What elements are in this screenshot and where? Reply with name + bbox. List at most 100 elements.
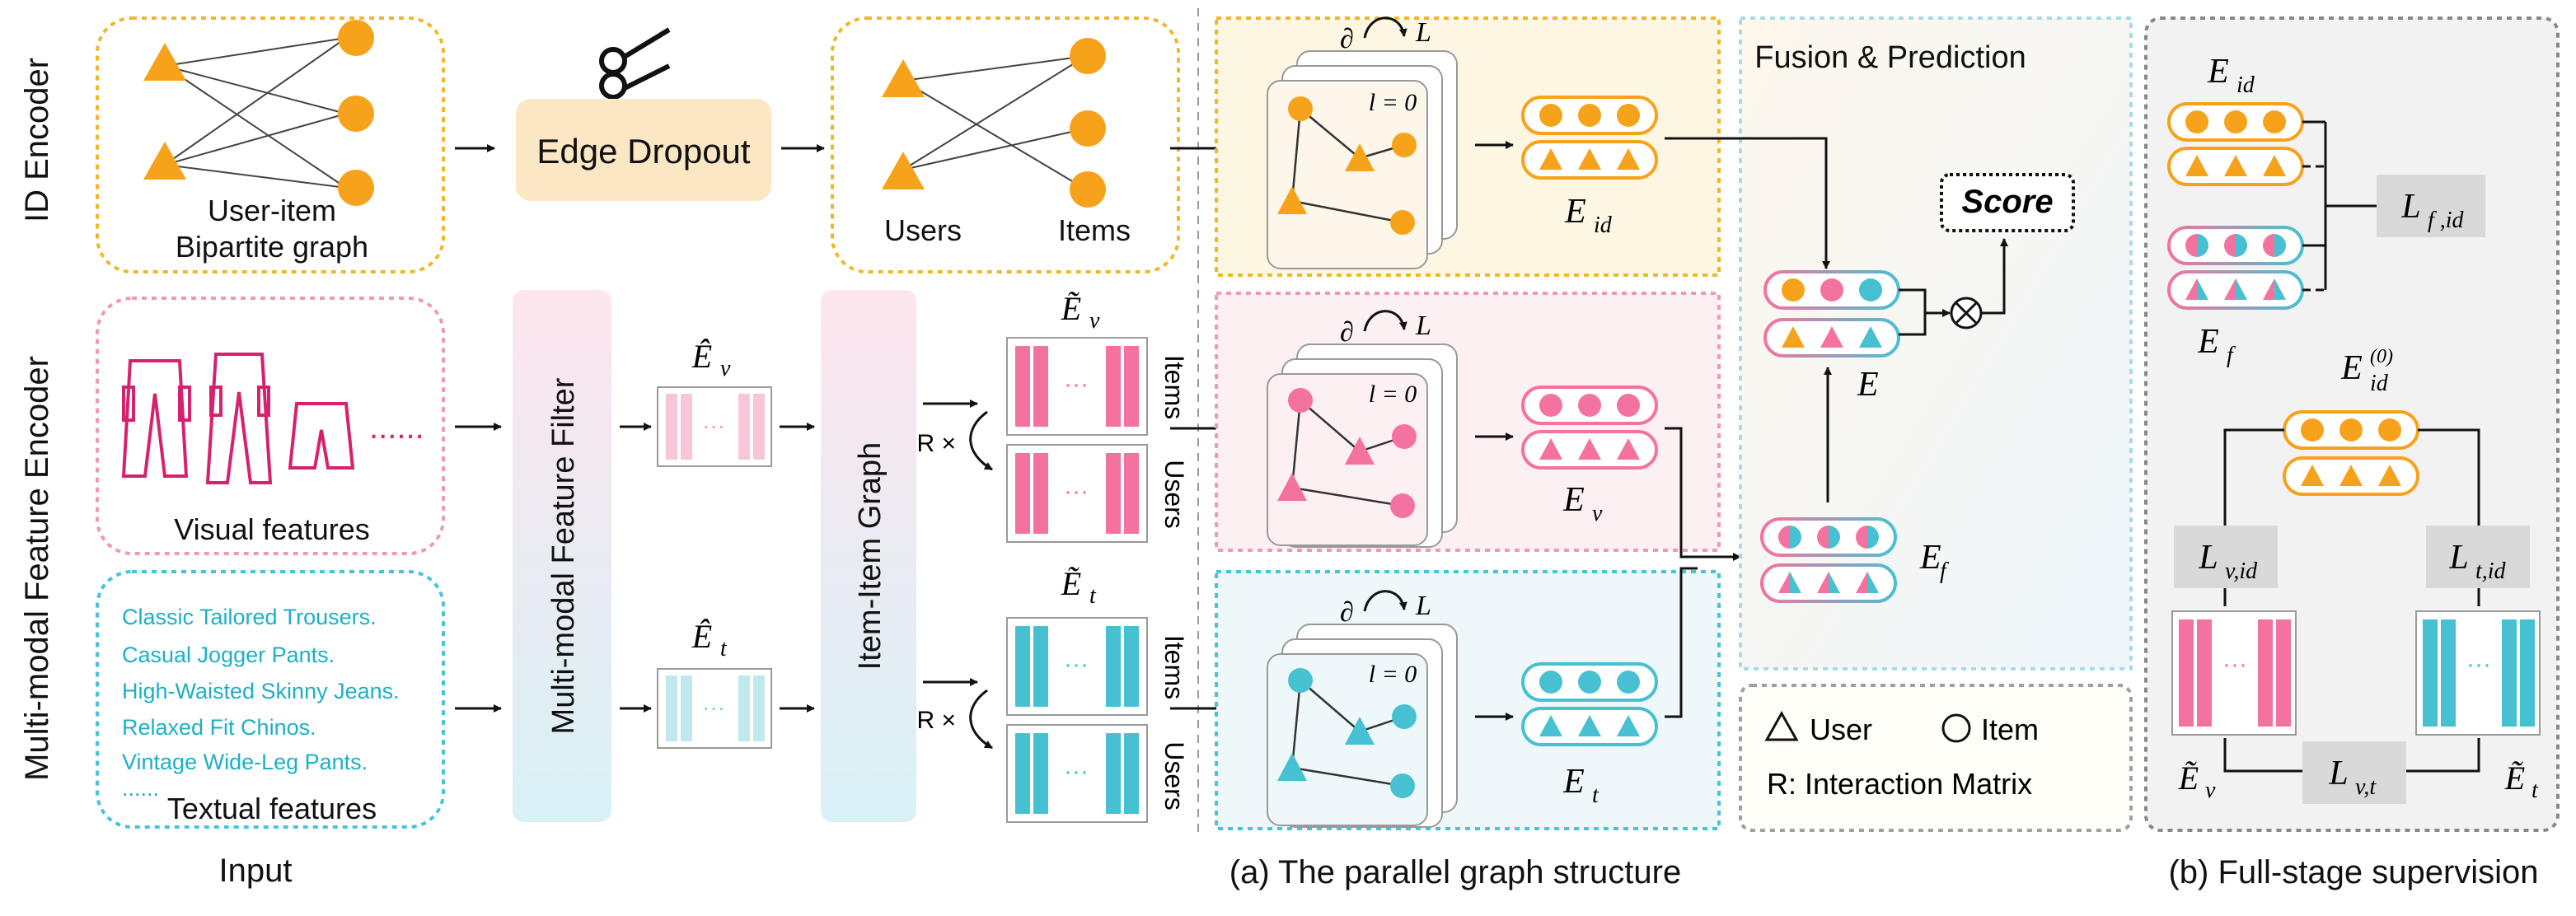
- svg-text:E: E: [1562, 763, 1585, 801]
- caption-a: (a) The parallel graph structure: [1229, 854, 1681, 890]
- svg-text:t: t: [1089, 583, 1097, 609]
- loss-v-id-sub: v,id: [2225, 558, 2258, 584]
- pruned-graph: [902, 55, 1087, 190]
- svg-text:v: v: [720, 356, 731, 381]
- E-t-embedding: E t: [1521, 662, 1658, 808]
- etilde-v-items-matrix: [1006, 337, 1148, 436]
- dots: ···: [1064, 478, 1089, 505]
- ehat-t-label: Ê t: [691, 618, 728, 661]
- edge-dropout-box: [516, 99, 771, 201]
- edge-dropout-label: Edge Dropout: [536, 132, 751, 171]
- text-line: Casual Jogger Pants.: [122, 643, 335, 667]
- text-line: Classic Tailored Trousers.: [122, 605, 377, 629]
- sup-E-id0: E id (0): [2283, 346, 2419, 496]
- loss-v-id-label: L: [2198, 539, 2218, 577]
- user-triangle-icon: [143, 142, 186, 180]
- E-f-embedding: E f: [1760, 517, 1949, 603]
- legend-item-label: Item: [1981, 713, 2039, 746]
- svg-text:l = 0: l = 0: [1369, 381, 1417, 408]
- item-circle-icon: [338, 170, 374, 206]
- sup-etilde-v-label: Ẽ v: [2178, 759, 2216, 803]
- svg-text:v: v: [1592, 501, 1603, 526]
- item-circle-icon: [1070, 110, 1106, 147]
- svg-text:f: f: [2227, 343, 2236, 368]
- svg-text:∂: ∂: [1340, 597, 1354, 628]
- score-box: [1940, 173, 2075, 232]
- items-side-label: Items: [1159, 355, 1189, 419]
- dots: ···: [1064, 651, 1089, 678]
- svg-text:Ẽ: Ẽ: [1061, 290, 1081, 327]
- sup-E-id: E id: [2167, 53, 2304, 186]
- item-item-graph-box: [821, 290, 916, 822]
- dots: ···: [2466, 651, 2491, 678]
- svg-text:id: id: [2236, 72, 2255, 98]
- dots: ···: [1064, 371, 1089, 398]
- text-line: High-Waisted Skinny Jeans.: [122, 679, 400, 703]
- loss-f-id-label: L: [2400, 188, 2420, 226]
- r-times-label-t: R ×: [916, 707, 956, 734]
- bipartite-graph: [164, 37, 347, 189]
- dots: ···: [702, 694, 725, 720]
- svg-text:Ê: Ê: [691, 338, 712, 375]
- bipartite-label: User-item: [208, 194, 336, 227]
- svg-text:E: E: [2207, 53, 2229, 91]
- etilde-v-label: Ẽ v: [1061, 290, 1100, 334]
- r-times-label-v: R ×: [916, 430, 956, 457]
- users-side-label: Users: [1159, 460, 1189, 529]
- loss-t-id-sub: t,id: [2475, 558, 2507, 584]
- etilde-t-users-matrix: [1006, 724, 1148, 823]
- svg-text:v: v: [2205, 778, 2216, 803]
- score-label: Score: [1961, 184, 2053, 220]
- item-circle-icon: [1070, 171, 1106, 208]
- user-triangle-icon: [882, 59, 925, 97]
- svg-text:∂: ∂: [1340, 24, 1354, 54]
- svg-text:E: E: [1857, 366, 1879, 404]
- shorts-icon: [288, 402, 355, 470]
- loss-v-t-box: [2302, 741, 2406, 804]
- gnn-stack-textual: ∂ L l = 0: [1267, 590, 1458, 828]
- svg-text:l = 0: l = 0: [1369, 661, 1417, 688]
- legend-panel: [1739, 684, 2133, 832]
- bipartite-label: Bipartite graph: [176, 230, 368, 264]
- svg-text:L: L: [1415, 311, 1431, 341]
- svg-text:E: E: [1564, 193, 1586, 231]
- svg-text:L: L: [1415, 17, 1431, 48]
- item-circle-icon: [338, 20, 374, 56]
- bipartite-graph-box: [96, 16, 445, 273]
- text-lines: Classic Tailored Trousers. Casual Jogger…: [122, 605, 400, 801]
- svg-text:Ẽ: Ẽ: [2504, 759, 2525, 797]
- svg-text:E: E: [2340, 349, 2363, 387]
- fusion-title: Fusion & Prediction: [1754, 40, 2026, 75]
- loss-t-id-label: L: [2448, 539, 2468, 577]
- E-v-embedding: E v: [1521, 386, 1658, 526]
- user-triangle-icon: [143, 43, 186, 81]
- row-label-mm-encoder: Multi-modal Feature Encoder: [19, 356, 55, 781]
- svg-text:id: id: [2370, 371, 2389, 396]
- pruned-graph-box: [831, 16, 1180, 273]
- text-line: ......: [122, 776, 159, 801]
- trousers-icons: [121, 353, 355, 484]
- legend-user-triangle-icon: [1764, 710, 1799, 741]
- users-label: Users: [884, 213, 962, 247]
- items-label: Items: [1058, 213, 1131, 247]
- mm-feature-filter-box: [513, 290, 611, 822]
- E-fused-embedding: E: [1763, 270, 1900, 404]
- svg-text:t: t: [2532, 778, 2539, 803]
- loss-f-id-box: [2377, 175, 2485, 237]
- svg-text:v: v: [1089, 308, 1100, 334]
- etilde-v-users-matrix: [1006, 444, 1148, 543]
- input-section-title: Input: [219, 853, 293, 889]
- E-id-embedding: E id: [1521, 96, 1658, 238]
- textual-features-box: [96, 570, 445, 829]
- legend-user-label: User: [1810, 713, 1872, 746]
- legend-r-definition: R: Interaction Matrix: [1767, 767, 2032, 801]
- etilde-t-label: Ẽ t: [1061, 565, 1097, 609]
- svg-text:t: t: [720, 636, 728, 661]
- svg-text:L: L: [1415, 591, 1431, 621]
- visual-features-box: [96, 297, 445, 555]
- textual-features-label: Textual features: [167, 792, 377, 825]
- legend-item-circle-icon: [1941, 713, 1971, 743]
- item-circle-icon: [1070, 38, 1106, 74]
- more-dots: ......: [369, 409, 424, 446]
